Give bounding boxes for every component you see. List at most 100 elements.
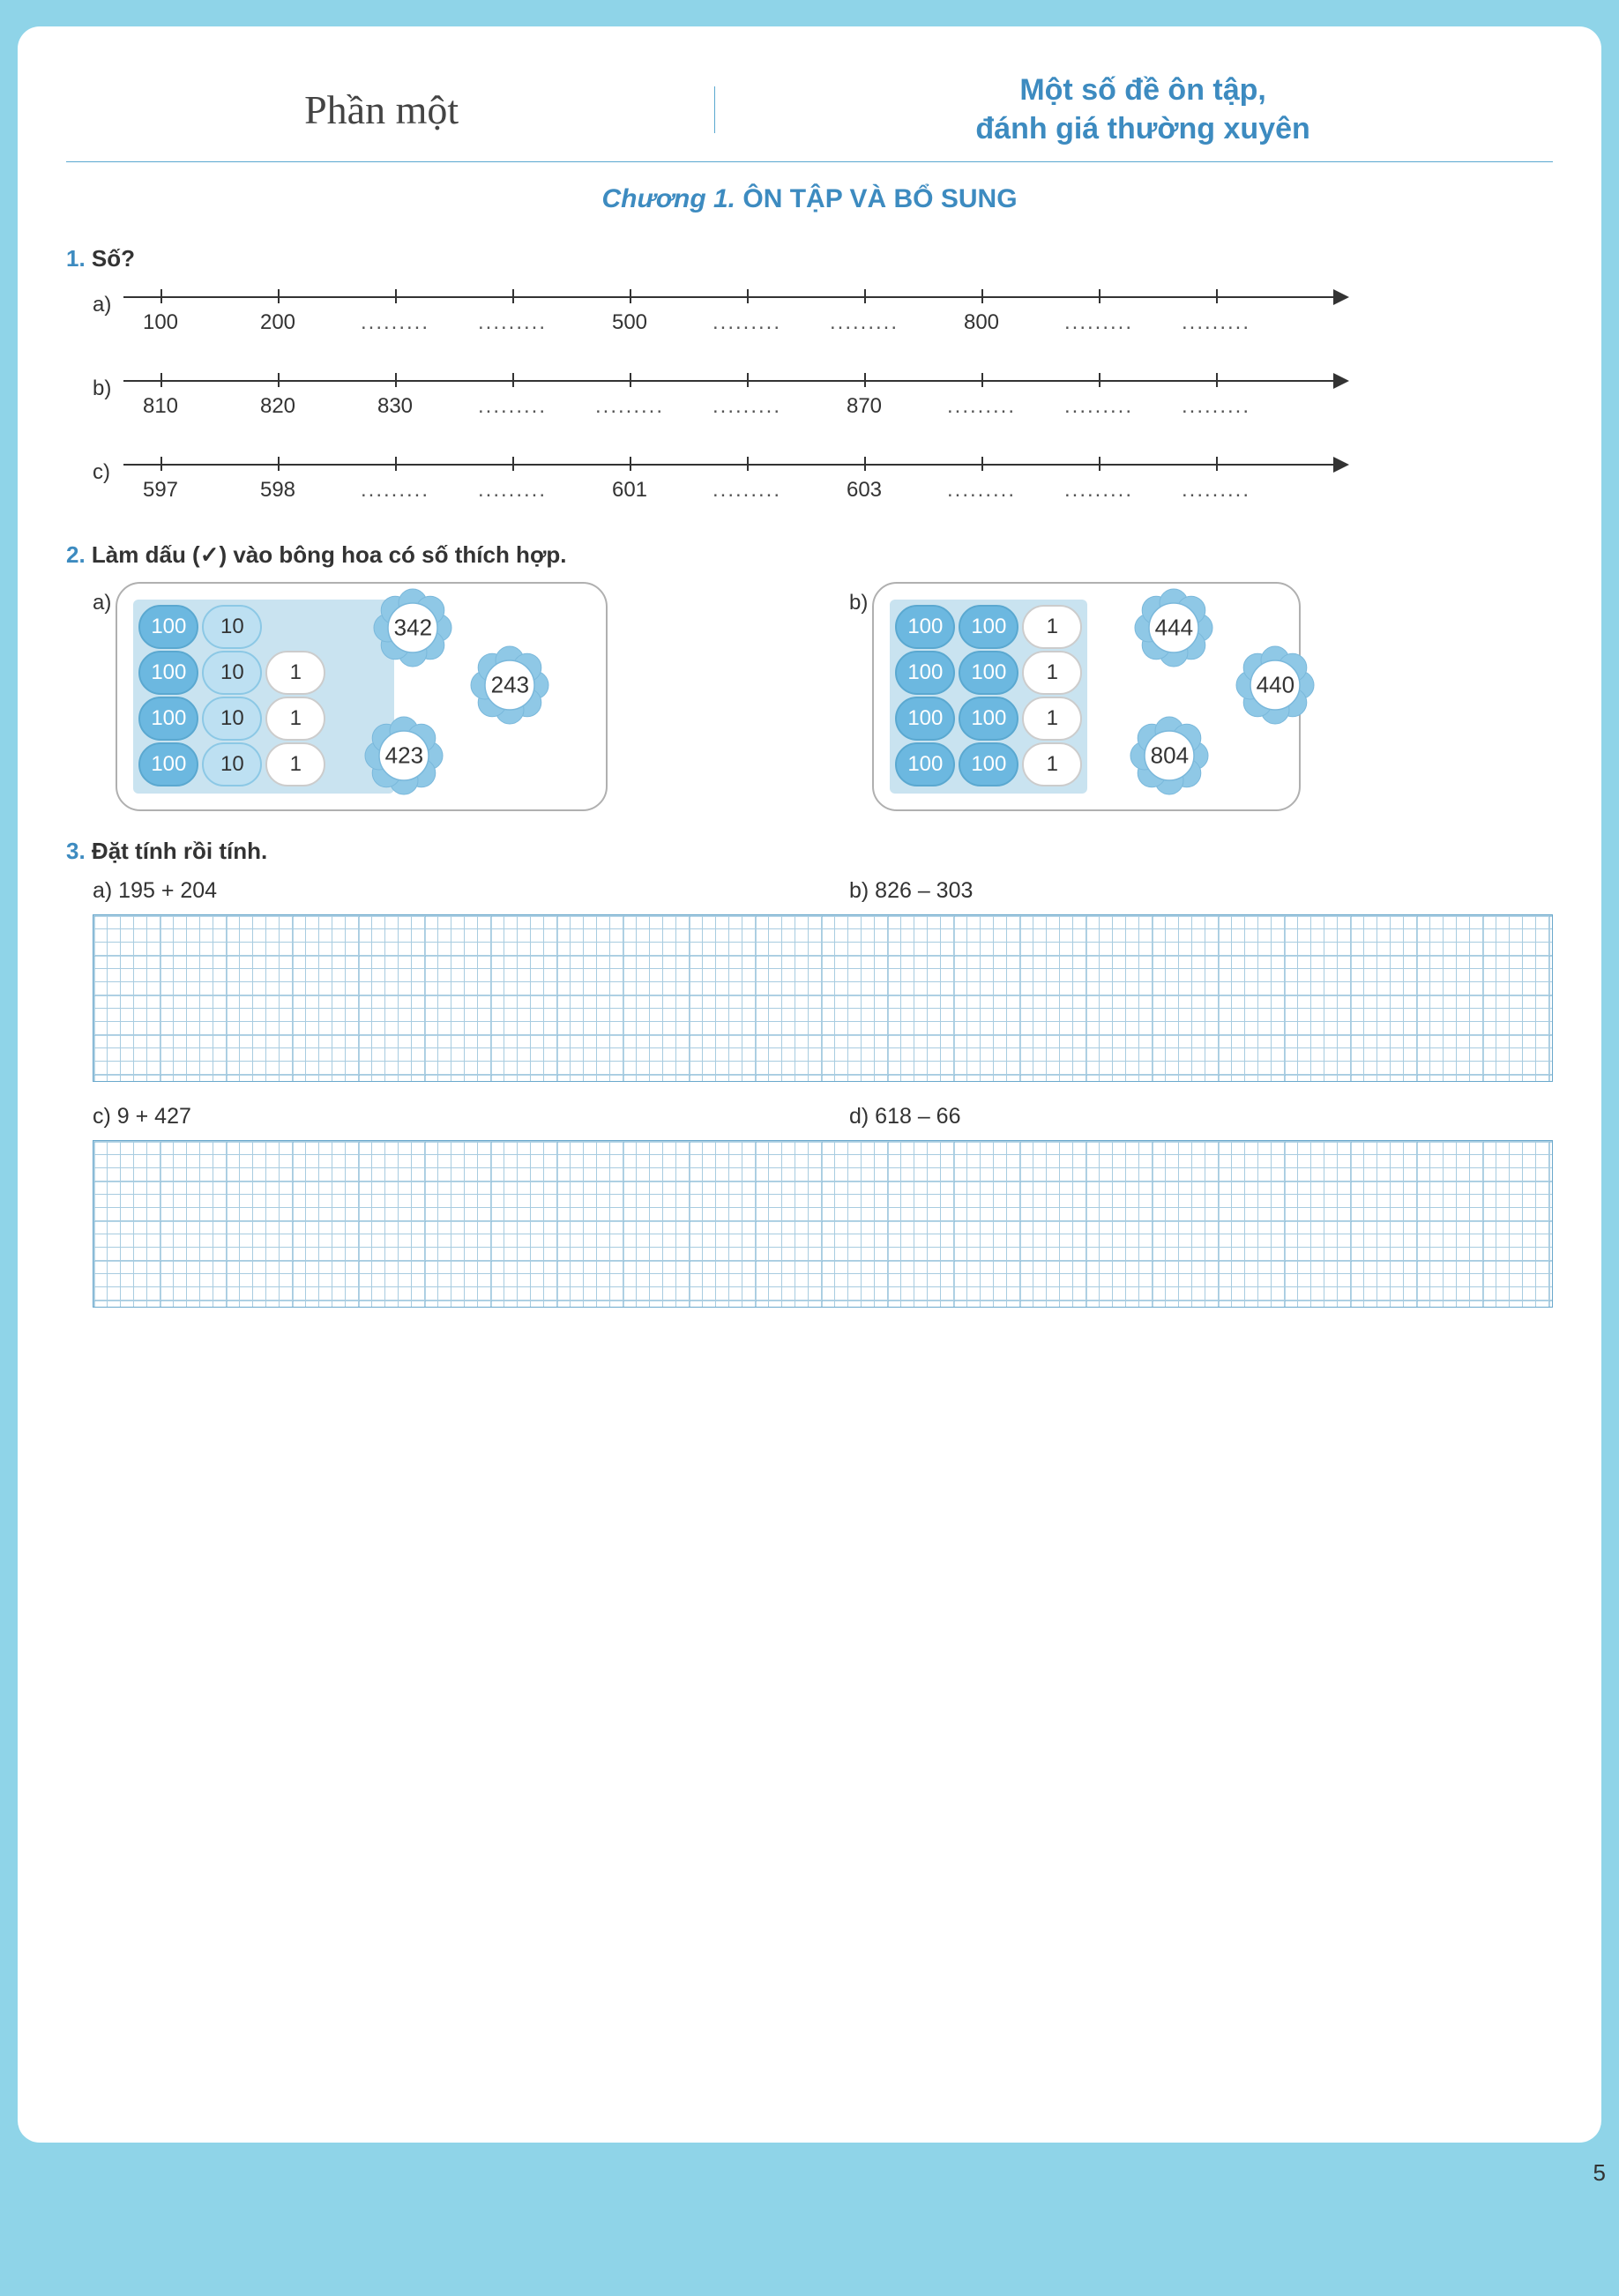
numberline-value: ......... [1064,310,1133,335]
question-3: 3. Đặt tính rồi tính. a) 195 + 204 b) 826… [66,838,1553,1330]
numberline-axis: 597598..................601.........603.… [123,453,1358,511]
numberline-value: 603 [847,478,882,503]
numberline-value: ......... [478,478,547,503]
bubble-100: 100 [138,742,198,786]
q3-expression: d) 618 – 66 [849,1104,1553,1129]
numberline-value: 800 [964,310,999,335]
numberline-value: 597 [143,478,178,503]
bubble-10: 10 [202,742,262,786]
bubble-100: 100 [138,697,198,741]
bubble-1: 1 [1022,651,1082,695]
question-2: 2. Làm dấu (✓) vào bông hoa có số thích … [66,541,1553,811]
q3-expression: c) 9 + 427 [93,1104,796,1129]
flower-value: 342 [394,615,432,642]
numberline-value: ......... [361,310,429,335]
numberline-value: ......... [361,478,429,503]
calculation-grid[interactable] [93,914,1553,1082]
numberline-value: 810 [143,394,178,419]
bubble-1: 1 [265,697,325,741]
q3-num: 3. [66,838,86,864]
q1-label: 1. Số? [66,245,1553,272]
bubble-100: 100 [895,697,955,741]
calculation-grid[interactable] [93,1140,1553,1308]
flower-option[interactable]: 243 [470,645,549,725]
title-line1: Một số đề ôn tập, [733,71,1553,109]
numberline-value: ......... [595,394,664,419]
numberline: c)597598..................601.........60… [93,453,1553,515]
numberline-value: 500 [612,310,647,335]
flower-value: 444 [1155,615,1193,642]
numberline-value: ......... [478,310,547,335]
bubble-100: 100 [959,605,1018,649]
q2-num: 2. [66,541,86,568]
numberline-value: ......... [478,394,547,419]
section-title: Một số đề ôn tập, đánh giá thường xuyên [715,71,1553,148]
numberline-value: ......... [1064,394,1133,419]
q3-text: Đặt tính rồi tính. [92,838,267,864]
question-1: 1. Số? a) 100 200.................. 500....… [66,245,1553,515]
chapter-prefix: Chương 1. [601,184,735,213]
bubble-1: 1 [265,742,325,786]
bubble-grid: 10010100101100101100101 [133,600,394,794]
numberline-value: ......... [1182,394,1250,419]
bubble-100: 100 [895,651,955,695]
numberline: a) 100 200.................. 500...........… [93,286,1553,347]
bubble-100: 100 [895,605,955,649]
numberline-value: ......... [713,394,781,419]
numberline-value: 870 [847,394,882,419]
numberline: b) 810 820 830........................... 87… [93,369,1553,431]
numberline-value: ......... [947,394,1016,419]
page-number: 5 [1593,2159,1606,2187]
numberline-label: a) [93,293,123,317]
bubble-100: 100 [138,651,198,695]
numberline-value: ......... [947,478,1016,503]
numberline-value: ......... [1182,478,1250,503]
bubble-grid: 1001001100100110010011001001 [890,600,1087,794]
numberline-value: ......... [713,478,781,503]
q1-num: 1. [66,245,86,272]
numberline-value: 200 [260,310,295,335]
numberline-label: b) [93,376,123,401]
q3-expression: a) 195 + 204 [93,878,796,904]
numberline-value: 598 [260,478,295,503]
q2-frame: 1001001100100110010011001001444440804 [872,582,1301,811]
q2-option-box: a)10010100101100101100101342243423 [93,582,796,811]
bubble-100: 100 [959,742,1018,786]
bubble-1: 1 [1022,605,1082,649]
page: Phần một Một số đề ôn tập, đánh giá thườ… [18,26,1601,2143]
bubble-1: 1 [1022,697,1082,741]
bubble-1: 1 [265,651,325,695]
q2-option-box: b)1001001100100110010011001001444440804 [849,582,1553,811]
q2-box-label: a) [93,591,111,615]
flower-value: 243 [491,672,529,699]
numberline-axis: 100 200.................. 500.............… [123,286,1358,343]
q2-frame: 10010100101100101100101342243423 [116,582,608,811]
numberline-value: 820 [260,394,295,419]
flower-option[interactable]: 444 [1134,588,1213,667]
bubble-1: 1 [1022,742,1082,786]
bubble-100: 100 [895,742,955,786]
numberline-value: 830 [377,394,413,419]
bubble-100: 100 [959,651,1018,695]
q2-box-label: b) [849,591,868,615]
part-title: Phần một [66,86,715,133]
flower-option[interactable]: 342 [373,588,452,667]
chapter-title: ÔN TẬP VÀ BỔ SUNG [742,184,1017,213]
numberline-value: ......... [1064,478,1133,503]
flower-option[interactable]: 423 [364,716,444,795]
q1-text: Số? [92,245,135,272]
q2-label: 2. Làm dấu (✓) vào bông hoa có số thích … [66,541,1553,569]
bubble-100: 100 [138,605,198,649]
flower-option[interactable]: 440 [1235,645,1315,725]
flower-option[interactable]: 804 [1130,716,1209,795]
q3-expression: b) 826 – 303 [849,878,1553,904]
bubble-10: 10 [202,651,262,695]
flower-value: 440 [1257,672,1294,699]
numberline-value: ......... [830,310,899,335]
numberline-value: 100 [143,310,178,335]
header: Phần một Một số đề ôn tập, đánh giá thườ… [66,71,1553,162]
numberline-value: ......... [713,310,781,335]
numberline-axis: 810 820 830........................... 870.… [123,369,1358,427]
flower-value: 804 [1151,742,1189,770]
bubble-100: 100 [959,697,1018,741]
